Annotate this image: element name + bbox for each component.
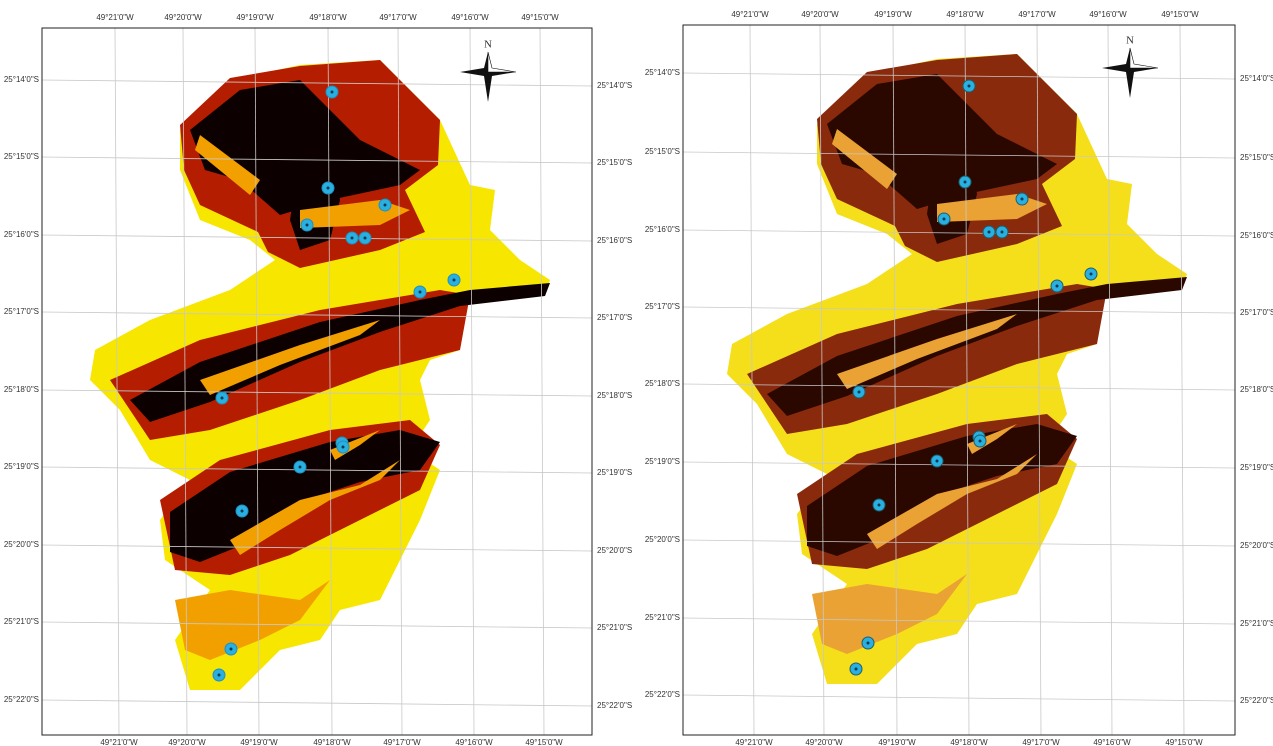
latitude-label-right: 25°21'0"S bbox=[1240, 619, 1273, 628]
sample-point-center bbox=[878, 504, 881, 507]
sample-point-center bbox=[218, 674, 221, 677]
latitude-label: 25°18'0"S bbox=[645, 379, 680, 388]
sample-point-center bbox=[419, 291, 422, 294]
latitude-label: 25°15'0"S bbox=[645, 147, 680, 156]
sample-point-center bbox=[1001, 231, 1004, 234]
sample-point-center bbox=[364, 237, 367, 240]
latitude-label-right: 25°22'0"S bbox=[1240, 696, 1273, 705]
sample-point-center bbox=[858, 391, 861, 394]
latitude-label: 25°16'0"S bbox=[4, 230, 39, 239]
latitude-label: 25°15'0"S bbox=[4, 152, 39, 161]
latitude-label-right: 25°20'0"S bbox=[597, 546, 632, 555]
longitude-label-bottom: 49°17'0"W bbox=[1022, 738, 1060, 746]
latitude-label-right: 25°14'0"S bbox=[597, 81, 632, 90]
longitude-label-bottom: 49°16'0"W bbox=[1093, 738, 1131, 746]
sample-point-center bbox=[299, 466, 302, 469]
longitude-label-bottom: 49°20'0"W bbox=[805, 738, 843, 746]
longitude-label-bottom: 49°19'0"W bbox=[240, 738, 278, 746]
longitude-label-bottom: 49°21'0"W bbox=[100, 738, 138, 746]
longitude-label: 49°16'0"W bbox=[1089, 10, 1127, 19]
longitude-label-bottom: 49°15'0"W bbox=[1165, 738, 1203, 746]
longitude-label: 49°20'0"W bbox=[801, 10, 839, 19]
longitude-label-bottom: 49°19'0"W bbox=[878, 738, 916, 746]
map-panel: 49°21'0"W 49°21'0"W 49°20'0"W 49°20'0"W 49°1… bbox=[645, 10, 1273, 746]
sample-point-center bbox=[1021, 198, 1024, 201]
page: 49°21'0"W 49°21'0"W 49°20'0"W 49°20'0"W 49°1… bbox=[0, 0, 1273, 746]
sample-point-center bbox=[384, 204, 387, 207]
latitude-label: 25°18'0"S bbox=[4, 385, 39, 394]
latitude-label: 25°22'0"S bbox=[4, 695, 39, 704]
latitude-label-right: 25°15'0"S bbox=[1240, 153, 1273, 162]
sample-point-center bbox=[964, 181, 967, 184]
longitude-label: 49°20'0"W bbox=[164, 13, 202, 22]
sample-point-center bbox=[979, 440, 982, 443]
sample-point-center bbox=[306, 224, 309, 227]
latitude-label: 25°20'0"S bbox=[4, 540, 39, 549]
latitude-label: 25°14'0"S bbox=[645, 68, 680, 77]
latitude-label: 25°21'0"S bbox=[4, 617, 39, 626]
longitude-label: 49°18'0"W bbox=[309, 13, 347, 22]
latitude-label: 25°19'0"S bbox=[4, 462, 39, 471]
sample-point-center bbox=[327, 187, 330, 190]
latitude-label-right: 25°21'0"S bbox=[597, 623, 632, 632]
longitude-label-bottom: 49°15'0"W bbox=[525, 738, 563, 746]
latitude-label-right: 25°17'0"S bbox=[1240, 308, 1273, 317]
latitude-label: 25°14'0"S bbox=[4, 75, 39, 84]
latitude-label: 25°16'0"S bbox=[645, 225, 680, 234]
latitude-label-right: 25°19'0"S bbox=[1240, 463, 1273, 472]
latitude-label-right: 25°14'0"S bbox=[1240, 74, 1273, 83]
sample-point-center bbox=[943, 218, 946, 221]
latitude-label: 25°20'0"S bbox=[645, 535, 680, 544]
longitude-label-bottom: 49°21'0"W bbox=[735, 738, 773, 746]
longitude-label: 49°15'0"W bbox=[1161, 10, 1199, 19]
longitude-label-bottom: 49°16'0"W bbox=[455, 738, 493, 746]
north-label: N bbox=[1126, 35, 1134, 47]
sample-point-center bbox=[1090, 273, 1093, 276]
sample-point-center bbox=[936, 460, 939, 463]
latitude-label-right: 25°15'0"S bbox=[597, 158, 632, 167]
longitude-label: 49°21'0"W bbox=[731, 10, 769, 19]
latitude-label-right: 25°18'0"S bbox=[597, 391, 632, 400]
latitude-label-right: 25°18'0"S bbox=[1240, 385, 1273, 394]
latitude-label-right: 25°20'0"S bbox=[1240, 541, 1273, 550]
north-label: N bbox=[484, 39, 492, 51]
longitude-label-bottom: 49°18'0"W bbox=[313, 738, 351, 746]
longitude-label: 49°17'0"W bbox=[379, 13, 417, 22]
latitude-label: 25°22'0"S bbox=[645, 690, 680, 699]
longitude-label: 49°19'0"W bbox=[236, 13, 274, 22]
longitude-label: 49°18'0"W bbox=[946, 10, 984, 19]
longitude-label: 49°17'0"W bbox=[1018, 10, 1056, 19]
longitude-label-bottom: 49°20'0"W bbox=[168, 738, 206, 746]
latitude-label-right: 25°16'0"S bbox=[1240, 231, 1273, 240]
sample-point-center bbox=[453, 279, 456, 282]
sample-point-center bbox=[968, 85, 971, 88]
sample-point-center bbox=[988, 231, 991, 234]
latitude-label: 25°19'0"S bbox=[645, 457, 680, 466]
latitude-label: 25°17'0"S bbox=[4, 307, 39, 316]
longitude-label: 49°19'0"W bbox=[874, 10, 912, 19]
sample-point-center bbox=[221, 397, 224, 400]
longitude-label-bottom: 49°18'0"W bbox=[950, 738, 988, 746]
sample-point-center bbox=[351, 237, 354, 240]
latitude-label: 25°21'0"S bbox=[645, 613, 680, 622]
sample-point-center bbox=[342, 446, 345, 449]
longitude-label: 49°16'0"W bbox=[451, 13, 489, 22]
sample-point-center bbox=[331, 91, 334, 94]
latitude-label: 25°17'0"S bbox=[645, 302, 680, 311]
map-panel: 49°21'0"W 49°21'0"W 49°20'0"W 49°20'0"W 49°1… bbox=[4, 13, 632, 746]
latitude-label-right: 25°16'0"S bbox=[597, 236, 632, 245]
latitude-label-right: 25°19'0"S bbox=[597, 468, 632, 477]
latitude-label-right: 25°17'0"S bbox=[597, 313, 632, 322]
sample-point-center bbox=[241, 510, 244, 513]
sample-point-center bbox=[855, 668, 858, 671]
sample-point-center bbox=[867, 642, 870, 645]
sample-point-center bbox=[1056, 285, 1059, 288]
longitude-label-bottom: 49°17'0"W bbox=[383, 738, 421, 746]
sample-point-center bbox=[230, 648, 233, 651]
longitude-label: 49°15'0"W bbox=[521, 13, 559, 22]
latitude-label-right: 25°22'0"S bbox=[597, 701, 632, 710]
longitude-label: 49°21'0"W bbox=[96, 13, 134, 22]
